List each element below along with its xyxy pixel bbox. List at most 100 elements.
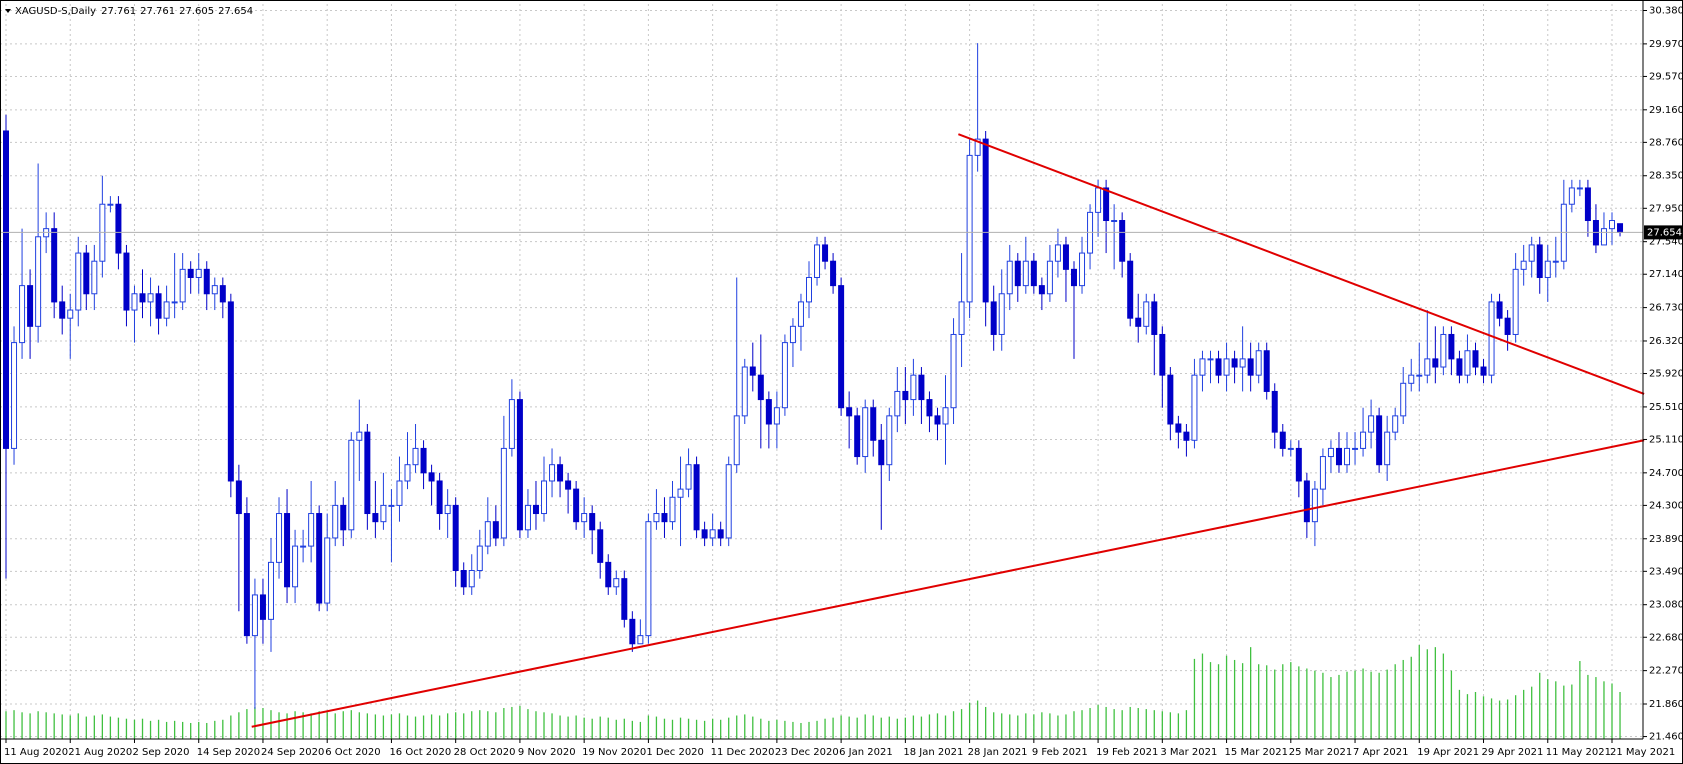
candle-body — [1536, 244, 1543, 278]
candle-body — [468, 570, 475, 588]
candle-body — [1544, 260, 1551, 278]
y-tick-label: 23.080 — [1649, 600, 1683, 611]
x-tick-label: 7 Apr 2021 — [1353, 747, 1408, 758]
candle-body — [83, 252, 90, 295]
candle-body — [573, 488, 580, 523]
candle-body — [982, 138, 989, 303]
y-tick-label: 27.950 — [1649, 203, 1683, 214]
candle-body — [717, 529, 724, 539]
candle-body — [1376, 415, 1383, 466]
candle-body — [1167, 374, 1174, 425]
header-low: 27.605 — [179, 6, 214, 17]
header: XAGUSD-S,Daily 27.761 27.761 27.605 27.654 — [15, 6, 253, 17]
candle-body — [1400, 382, 1407, 417]
x-tick-label: 23 Dec 2020 — [775, 747, 839, 758]
candle-body — [1609, 220, 1615, 230]
candle-body — [757, 374, 764, 401]
candle-body — [725, 464, 732, 539]
candle-body — [661, 513, 668, 523]
y-tick-label: 29.160 — [1649, 105, 1683, 116]
menu-arrow[interactable] — [5, 9, 11, 13]
candle-body — [1303, 480, 1310, 523]
trendline-layer — [0, 133, 1645, 728]
candle-body — [741, 366, 748, 417]
candle-body — [51, 228, 58, 303]
candle-body — [1135, 317, 1142, 327]
candle-body — [934, 415, 941, 425]
candle-body — [1472, 350, 1479, 368]
candle-body — [1279, 431, 1286, 449]
candle-body — [1006, 260, 1013, 295]
candle-body — [966, 154, 973, 303]
candle-body — [1038, 285, 1045, 295]
candle-body — [187, 268, 194, 278]
candle-body — [155, 293, 162, 319]
candle-body — [195, 268, 202, 278]
y-tick-label: 26.320 — [1649, 336, 1683, 347]
candle-body — [67, 309, 74, 319]
candle-body — [1119, 220, 1126, 262]
x-tick-label: 29 Apr 2021 — [1482, 747, 1544, 758]
header-close: 27.654 — [218, 6, 253, 17]
candle-body — [1488, 301, 1495, 376]
x-tick-label: 1 Dec 2020 — [646, 747, 704, 758]
candle-body — [1022, 260, 1029, 287]
x-tick-label: 11 May 2021 — [1546, 747, 1611, 758]
candle-body — [902, 390, 909, 401]
x-tick-label: 9 Nov 2020 — [518, 747, 576, 758]
x-tick-label: 6 Jan 2021 — [839, 747, 893, 758]
trendline — [251, 439, 1645, 728]
candle-body — [147, 293, 154, 303]
candle-body — [163, 301, 170, 319]
candle-body — [1408, 374, 1415, 384]
x-tick-label: 19 Apr 2021 — [1417, 747, 1479, 758]
candle-body — [1552, 260, 1559, 263]
candle-body — [380, 504, 387, 523]
candle-body — [1617, 223, 1624, 233]
candle-body — [59, 301, 66, 319]
candle-body — [653, 513, 660, 523]
y-tick-label: 23.890 — [1649, 534, 1683, 545]
candle-body — [460, 570, 467, 588]
candle-body — [693, 464, 700, 531]
candle-body — [830, 260, 837, 287]
candle-body — [789, 325, 796, 344]
candle-body — [733, 415, 740, 466]
candle-body — [340, 504, 347, 531]
candle-body — [227, 301, 234, 482]
candle-body — [998, 293, 1005, 335]
candle-body — [1143, 301, 1150, 327]
candle-body — [211, 285, 218, 295]
candle-body — [203, 268, 210, 295]
candle-body — [1231, 358, 1238, 368]
candle-body — [179, 268, 186, 303]
y-tick-label: 30.380 — [1649, 6, 1683, 17]
x-tick-label: 11 Aug 2020 — [4, 747, 68, 758]
candle-body — [910, 374, 917, 401]
candle-body — [942, 407, 949, 425]
candle-body — [950, 333, 957, 409]
x-tick-label: 9 Feb 2021 — [1032, 747, 1088, 758]
candle-body — [35, 236, 42, 327]
candle-body — [11, 342, 18, 449]
candle-body — [452, 504, 459, 572]
candle-body — [597, 529, 604, 563]
candle-body — [1392, 415, 1399, 433]
candle-body — [300, 545, 307, 548]
candle-body — [412, 447, 419, 466]
candle-body — [557, 464, 564, 482]
candle-body — [1311, 488, 1318, 523]
x-tick-label: 28 Jan 2021 — [968, 747, 1028, 758]
x-tick-label: 19 Nov 2020 — [582, 747, 646, 758]
candle-body — [1247, 358, 1254, 376]
candle-body — [1327, 447, 1334, 458]
candle-body — [1271, 390, 1278, 433]
candle-body — [1030, 260, 1037, 287]
candle-body — [701, 529, 708, 539]
candle-body — [822, 244, 829, 262]
candle-body — [404, 464, 411, 482]
candle-body — [107, 203, 114, 206]
candle-body — [3, 130, 9, 449]
x-tick-label: 21 May 2021 — [1610, 747, 1675, 758]
candle-body — [1046, 260, 1053, 295]
